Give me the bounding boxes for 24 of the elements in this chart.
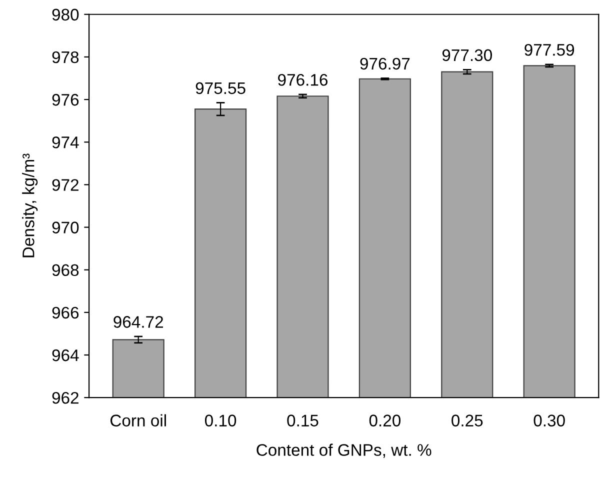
data-label: 976.16 bbox=[278, 74, 328, 86]
y-tick-label: 962 bbox=[52, 392, 78, 404]
y-tick-label: 966 bbox=[52, 306, 79, 319]
y-tick-label: 968 bbox=[52, 264, 79, 276]
y-tick-label: 972 bbox=[52, 179, 78, 191]
y-tick-label: 976 bbox=[52, 94, 79, 106]
x-tick-label: 0.30 bbox=[534, 414, 565, 426]
x-tick-label: 0.10 bbox=[204, 414, 236, 426]
data-label: 975.55 bbox=[196, 82, 246, 94]
y-tick-label: 964 bbox=[52, 349, 79, 362]
y-tick-label: 974 bbox=[52, 136, 79, 148]
y-tick-label: 978 bbox=[52, 51, 79, 64]
x-tick-label: Corn oil bbox=[110, 414, 166, 426]
y-tick-label: 980 bbox=[52, 8, 79, 21]
x-axis-title: Content of GNPs, wt. % bbox=[256, 444, 432, 458]
data-label: 976.97 bbox=[360, 58, 410, 70]
data-label: 977.59 bbox=[524, 44, 574, 56]
x-tick-label: 0.20 bbox=[369, 414, 401, 426]
data-label: 964.72 bbox=[114, 316, 163, 328]
y-tick-label: 970 bbox=[52, 222, 79, 234]
y-axis-title: Density, kg/m³ bbox=[22, 154, 38, 258]
x-tick-label: 0.25 bbox=[452, 414, 483, 426]
x-tick-label: 0.15 bbox=[287, 414, 318, 426]
data-label: 977.30 bbox=[442, 49, 492, 62]
